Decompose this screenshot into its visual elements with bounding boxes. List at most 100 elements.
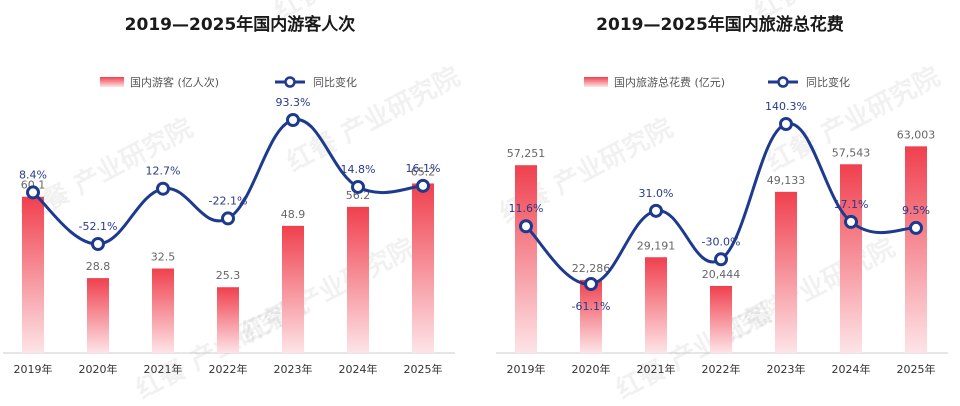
watermark-text: 红餐 产业研究院 [269, 0, 452, 26]
bar-series [22, 183, 434, 353]
bar [347, 206, 369, 353]
line-value-label: 93.3% [276, 96, 311, 109]
line-value-label: -22.1% [209, 194, 248, 207]
line-value-label: 14.8% [341, 163, 376, 176]
line-point [286, 113, 300, 127]
legend-bar-swatch [100, 77, 124, 87]
chart-title: 2019—2025年国内游客人次 [124, 15, 356, 35]
watermark-text: 红餐 产业研究院 [282, 61, 465, 178]
line-point [416, 178, 430, 193]
x-tick-label: 2022年 [702, 362, 741, 376]
line-point [909, 220, 923, 235]
bar-value-label: 60.1 [21, 179, 46, 192]
line-point [844, 214, 858, 229]
bar-value-label: 28.8 [86, 260, 111, 273]
chart-panel-tourist-visits: 2019—2025年国内游客人次 红餐 产业研究院 红餐 产业研究院 红餐 产业研究… [3, 0, 465, 405]
line-point [779, 117, 793, 131]
legend-line-marker [777, 76, 789, 88]
line-value-label: 8.4% [19, 168, 47, 181]
bar-value-label: 49,133 [767, 174, 806, 187]
watermark-text: 红餐 产业研究院 [611, 288, 794, 405]
line-value-label: -61.1% [572, 300, 611, 313]
legend-line-marker [284, 76, 296, 88]
legend-item-line: 同比变化 [275, 75, 357, 89]
line-series [519, 117, 923, 291]
x-tick-label: 2021年 [144, 362, 183, 376]
legend-label-line: 同比变化 [806, 75, 850, 89]
x-axis-ticks: 2019年 2020年 2021年 2022年 2023年 2024年 2025年 [507, 362, 936, 376]
bar-value-label: 57,543 [832, 146, 871, 159]
x-tick-label: 2024年 [339, 362, 378, 376]
line-value-label: 140.3% [765, 100, 807, 113]
x-tick-label: 2023年 [274, 362, 313, 376]
line-value-label: 11.6% [509, 202, 544, 215]
line-value-labels: 8.4% -52.1% 12.7% -22.1% 93.3% 14.8% 16.1% [19, 96, 440, 233]
chart-title: 2019—2025年国内旅游总花费 [596, 15, 844, 35]
bar [905, 146, 927, 353]
x-tick-label: 2025年 [404, 362, 443, 376]
legend-item-line: 同比变化 [768, 75, 850, 89]
bar-value-labels: 57,251 22,286 29,191 20,444 49,133 57,543 63,0… [507, 128, 936, 281]
line-point [26, 185, 40, 200]
bar [412, 183, 434, 353]
x-axis-ticks: 2019年 2020年 2021年 2022年 2023年 2024年 2025年 [14, 362, 443, 376]
line-value-labels: 11.6% -61.1% 31.0% -30.0% 140.3% 17.1% 9.5% [509, 100, 930, 313]
bar-value-label: 22,286 [572, 262, 611, 275]
bar [217, 287, 239, 353]
legend-item-bars: 国内旅游总花费 (亿元) [584, 75, 725, 89]
legend: 国内游客 (亿人次) 同比变化 [100, 75, 357, 89]
line-value-label: -30.0% [702, 235, 741, 248]
x-tick-label: 2020年 [572, 362, 611, 376]
bar-value-label: 57,251 [507, 147, 546, 160]
bar [580, 279, 602, 353]
bar-value-label: 48.9 [281, 208, 306, 221]
legend-item-bars: 国内游客 (亿人次) [100, 75, 219, 89]
line-point [91, 237, 105, 251]
bar-value-label: 65.2 [411, 165, 436, 178]
x-tick-label: 2020年 [79, 362, 118, 376]
bar [515, 165, 537, 353]
line-value-label: 12.7% [146, 165, 181, 178]
legend-label-bars: 国内旅游总花费 (亿元) [614, 75, 725, 89]
line-value-label: 17.1% [834, 198, 869, 211]
line-point [584, 277, 598, 291]
line-series [26, 113, 430, 251]
bar-series [515, 146, 927, 353]
chart-panel-tourism-spending: 2019—2025年国内旅游总花费 红餐 产业研究院 红餐 产业研究院 红餐 产业研… [480, 0, 960, 406]
x-tick-label: 2021年 [637, 362, 676, 376]
line-value-label: 16.1% [406, 162, 441, 175]
x-tick-label: 2025年 [897, 362, 936, 376]
bar-value-label: 56.2 [346, 189, 371, 202]
bar-value-label: 29,191 [637, 239, 676, 252]
line-value-label: 9.5% [902, 204, 930, 217]
x-tick-label: 2022年 [209, 362, 248, 376]
line-point [351, 179, 365, 194]
bar [152, 268, 174, 353]
bar [87, 278, 109, 353]
bar [710, 285, 732, 353]
bar-value-label: 63,003 [897, 128, 936, 141]
line-value-label: 31.0% [639, 187, 674, 200]
line-value-label: -52.1% [79, 220, 118, 233]
legend-label-line: 同比变化 [313, 75, 357, 89]
bar-value-label: 32.5 [151, 251, 176, 264]
line-point [519, 219, 533, 234]
watermark-text: 红餐 产业研究院 [749, 0, 932, 26]
x-tick-label: 2024年 [832, 362, 871, 376]
bar [645, 257, 667, 353]
x-tick-label: 2023年 [767, 362, 806, 376]
x-tick-label: 2019年 [507, 362, 546, 376]
legend-bar-swatch [584, 77, 608, 87]
bar-value-label: 20,444 [702, 268, 741, 281]
bar [22, 196, 44, 353]
bar [282, 225, 304, 353]
line-point [221, 211, 235, 226]
x-tick-label: 2019年 [14, 362, 53, 376]
bar [840, 164, 862, 353]
legend-label-bars: 国内游客 (亿人次) [130, 75, 219, 89]
line-point [649, 203, 663, 218]
bar [775, 191, 797, 353]
bar-value-labels: 60.1 28.8 32.5 25.3 48.9 56.2 65.2 [21, 165, 436, 282]
legend: 国内旅游总花费 (亿元) 同比变化 [584, 75, 850, 89]
